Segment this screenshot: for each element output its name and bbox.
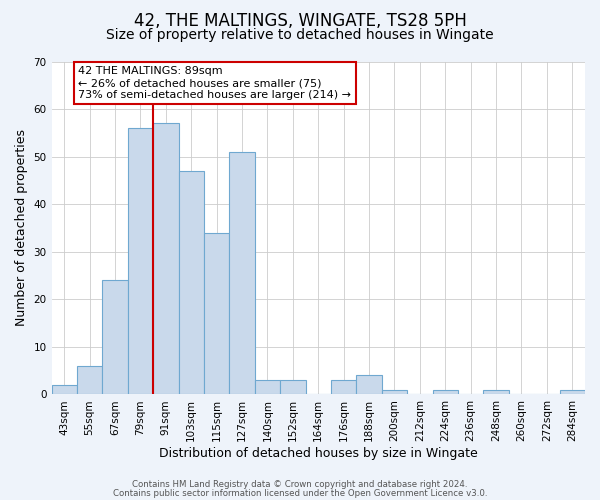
Bar (560, 390, 585, 394)
Text: 42 THE MALTINGS: 89sqm
← 26% of detached houses are smaller (75)
73% of semi-det: 42 THE MALTINGS: 89sqm ← 26% of detached… (78, 66, 351, 100)
Bar (433, 390, 458, 394)
Text: Contains HM Land Registry data © Crown copyright and database right 2024.: Contains HM Land Registry data © Crown c… (132, 480, 468, 489)
Bar (128, 128, 153, 394)
Bar (77, 366, 103, 394)
Bar (229, 152, 255, 394)
Bar (255, 380, 280, 394)
Bar (153, 124, 179, 394)
Bar (103, 280, 128, 394)
X-axis label: Distribution of detached houses by size in Wingate: Distribution of detached houses by size … (159, 447, 478, 460)
Bar (484, 390, 509, 394)
Bar (204, 232, 229, 394)
Bar (382, 390, 407, 394)
Y-axis label: Number of detached properties: Number of detached properties (15, 130, 28, 326)
Text: 42, THE MALTINGS, WINGATE, TS28 5PH: 42, THE MALTINGS, WINGATE, TS28 5PH (134, 12, 466, 30)
Text: Size of property relative to detached houses in Wingate: Size of property relative to detached ho… (106, 28, 494, 42)
Bar (179, 171, 204, 394)
Bar (331, 380, 356, 394)
Bar (280, 380, 305, 394)
Bar (52, 385, 77, 394)
Bar (356, 376, 382, 394)
Text: Contains public sector information licensed under the Open Government Licence v3: Contains public sector information licen… (113, 490, 487, 498)
